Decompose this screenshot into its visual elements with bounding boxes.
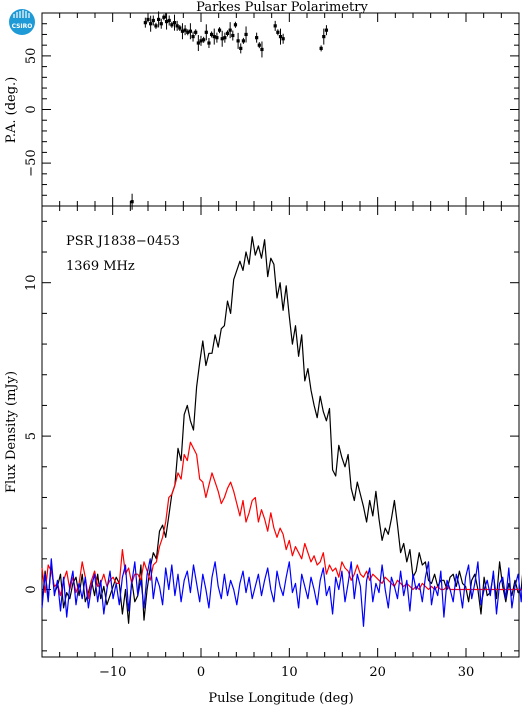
pa-point [210, 31, 214, 38]
csiro-logo-text: CSIRO [12, 23, 33, 30]
y-tick-label: 50 [24, 48, 39, 65]
pa-point [260, 41, 264, 58]
csiro-logo-icon: CSIRO [9, 9, 35, 35]
pa-point [231, 30, 235, 41]
pa-point [244, 26, 248, 43]
pa-point [194, 29, 198, 36]
pa-point [191, 31, 195, 42]
tick-labels: −10 0 10 20 30 −50 0 50 0 5 10 [24, 48, 474, 680]
pa-point [276, 29, 280, 36]
pa-point [143, 17, 147, 28]
pa-point [162, 14, 166, 21]
pa-point [164, 13, 169, 30]
pa-point [319, 45, 323, 52]
x-tick-label: 10 [281, 665, 298, 680]
pa-point [233, 21, 238, 28]
pa-point [183, 25, 187, 36]
pa-point [167, 15, 171, 26]
pa-point [257, 42, 261, 49]
pa-point [241, 37, 245, 44]
flux-panel-frame [41, 205, 520, 658]
axis-ticks [41, 12, 520, 657]
pa-point [130, 193, 134, 210]
x-tick-label: −10 [99, 665, 126, 680]
linear-polarization-line [41, 441, 522, 600]
flux-lines [41, 236, 522, 627]
x-tick-label: 30 [458, 665, 475, 680]
pa-points [130, 11, 329, 210]
pa-point [154, 22, 158, 29]
pa-point [180, 23, 185, 40]
y-tick-label: 5 [24, 432, 39, 440]
pa-point [202, 36, 206, 43]
pulsar-name-annotation: PSR J1838−0453 [66, 234, 180, 249]
chart-title: Parkes Pulsar Polarimetry [196, 0, 368, 15]
pa-point [324, 25, 329, 36]
pa-point [170, 21, 174, 28]
pa-point [157, 11, 161, 28]
pa-point [215, 32, 219, 43]
pa-point [178, 25, 182, 32]
total-intensity-line [41, 236, 522, 624]
pa-point [223, 32, 227, 43]
x-tick-label: 20 [369, 665, 386, 680]
pa-point [281, 33, 285, 44]
x-axis-label: Pulse Longitude (deg) [208, 691, 353, 706]
pa-point [212, 28, 216, 45]
pa-point [228, 22, 232, 39]
pa-point [146, 16, 150, 23]
pa-point [188, 23, 192, 40]
pa-point [255, 32, 259, 43]
pa-point [159, 18, 163, 29]
frequency-annotation: 1369 MHz [66, 259, 135, 274]
circular-polarization-line [41, 558, 522, 627]
pa-point [273, 20, 277, 31]
x-tick-label: 0 [197, 665, 205, 680]
pa-point [278, 28, 283, 45]
pa-point [225, 30, 230, 37]
pa-point [220, 30, 224, 47]
y-tick-label: −50 [24, 149, 39, 176]
pa-point [186, 29, 190, 36]
pa-point [236, 32, 240, 49]
pa-point [196, 35, 200, 52]
pa-point [199, 35, 203, 46]
pa-point [217, 27, 222, 34]
y-tick-label: 0 [24, 105, 39, 113]
pa-point [172, 14, 177, 31]
y-tick-label: 10 [24, 274, 39, 291]
pa-axis-label: P.A. (deg.) [4, 77, 19, 144]
pa-point [207, 38, 211, 49]
pa-point [151, 15, 155, 26]
pa-point [239, 43, 243, 54]
y-tick-label: 0 [24, 585, 39, 593]
pa-point [149, 15, 153, 32]
flux-axis-label: Flux Density (mJy) [4, 371, 19, 493]
pa-point [322, 28, 326, 45]
pa-point [175, 20, 179, 31]
pa-point [204, 24, 208, 41]
